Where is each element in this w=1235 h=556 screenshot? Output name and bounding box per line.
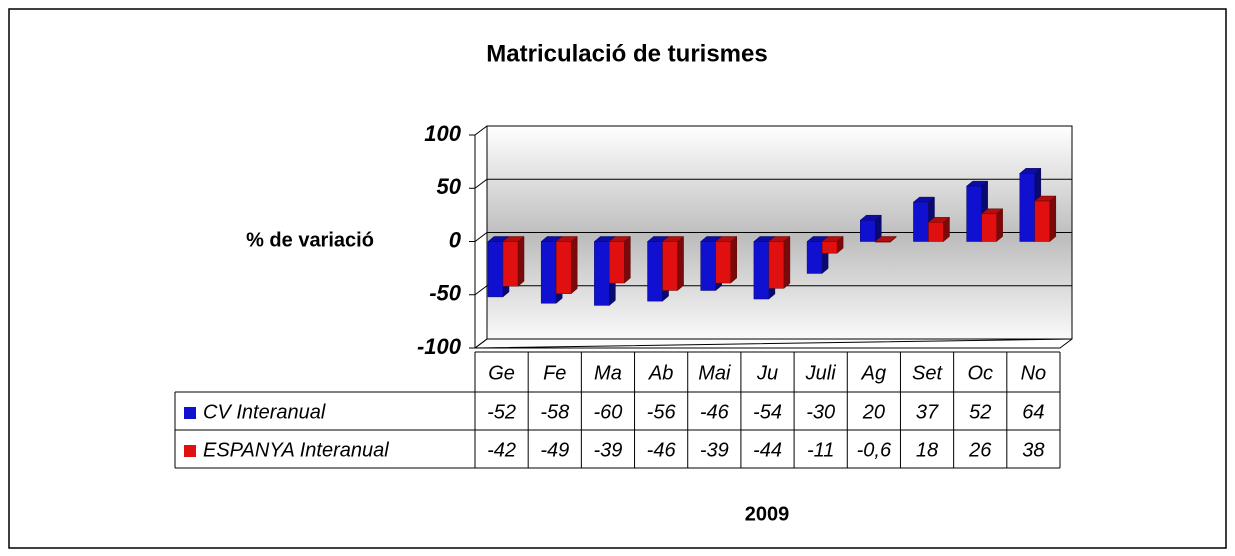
x-tick-label: Ag (861, 362, 886, 384)
table-value: 20 (862, 401, 885, 423)
x-tick-label: Ge (488, 362, 515, 384)
table-value: -49 (540, 439, 569, 461)
table-value: -44 (753, 439, 782, 461)
bar (700, 241, 716, 291)
table-value: -54 (753, 401, 782, 423)
bar (609, 241, 625, 284)
table-value: 37 (916, 401, 939, 423)
bar (715, 241, 731, 284)
legend-swatch (184, 407, 196, 419)
x-tick-label: No (1021, 362, 1047, 384)
bar (806, 241, 823, 274)
chart-title: Matriculació de turismes (486, 40, 767, 67)
bar (662, 241, 678, 291)
floor-edge (475, 338, 1073, 349)
x-tick-label: Mai (698, 362, 731, 384)
bar (1019, 173, 1036, 242)
table-value: -11 (807, 439, 834, 461)
bar (875, 241, 891, 243)
bar (487, 241, 504, 298)
bar-side (517, 235, 525, 287)
table-value: -46 (700, 401, 730, 423)
bar-side (1049, 195, 1057, 243)
table-value: -0,6 (857, 439, 892, 461)
bar (966, 185, 982, 242)
bar (913, 201, 929, 242)
y-tick-label: 0 (449, 227, 462, 252)
bar (821, 241, 838, 254)
bar (753, 241, 770, 300)
x-tick-label: Ma (594, 362, 622, 384)
table-value: 26 (968, 439, 992, 461)
table-value: -46 (647, 439, 677, 461)
table-value: -39 (700, 439, 729, 461)
bar-side (624, 235, 631, 284)
table-value: -58 (540, 401, 569, 423)
bar (768, 241, 785, 289)
table-value: -30 (806, 401, 835, 423)
table-value: 38 (1022, 439, 1044, 461)
x-axis-label: 2009 (745, 503, 790, 525)
x-tick-label: Fe (543, 362, 566, 384)
bar (502, 241, 519, 287)
grid-line (474, 125, 1072, 136)
bar (555, 241, 572, 294)
legend-swatch (184, 445, 196, 457)
x-tick-label: Juli (805, 362, 837, 384)
table-value: -56 (647, 401, 677, 423)
bar (928, 222, 944, 242)
table-value: -52 (487, 401, 516, 423)
table-value: 18 (916, 439, 938, 461)
table-value: -42 (487, 439, 516, 461)
table-value: 52 (969, 401, 991, 423)
grid-line (474, 178, 1072, 189)
bar (860, 219, 876, 242)
y-axis-label: % de variació (246, 229, 374, 251)
bar (1034, 200, 1051, 242)
y-tick-label: 100 (424, 121, 461, 146)
x-tick-label: Ab (648, 362, 673, 384)
bar-side (783, 235, 791, 289)
table-value: -39 (594, 439, 623, 461)
y-tick-label: -50 (429, 281, 462, 306)
legend-label: CV Interanual (203, 401, 326, 423)
legend-label: ESPANYA Interanual (203, 439, 389, 461)
table-value: -60 (594, 401, 623, 423)
y-tick-label: 50 (437, 174, 462, 199)
bar-side (996, 208, 1003, 243)
x-tick-label: Ju (756, 362, 778, 384)
x-tick-label: Oc (967, 362, 993, 384)
bar (594, 241, 610, 306)
bar-side (570, 235, 578, 295)
bar (981, 213, 997, 242)
bar-side (730, 235, 737, 284)
y-tick-label: -100 (417, 334, 462, 359)
bar (647, 241, 663, 302)
table-value: 64 (1022, 401, 1044, 423)
bar-side (677, 235, 684, 292)
grid-line (474, 285, 1072, 296)
bar (540, 241, 557, 304)
grid-line (474, 338, 1072, 349)
x-tick-label: Set (912, 362, 943, 384)
